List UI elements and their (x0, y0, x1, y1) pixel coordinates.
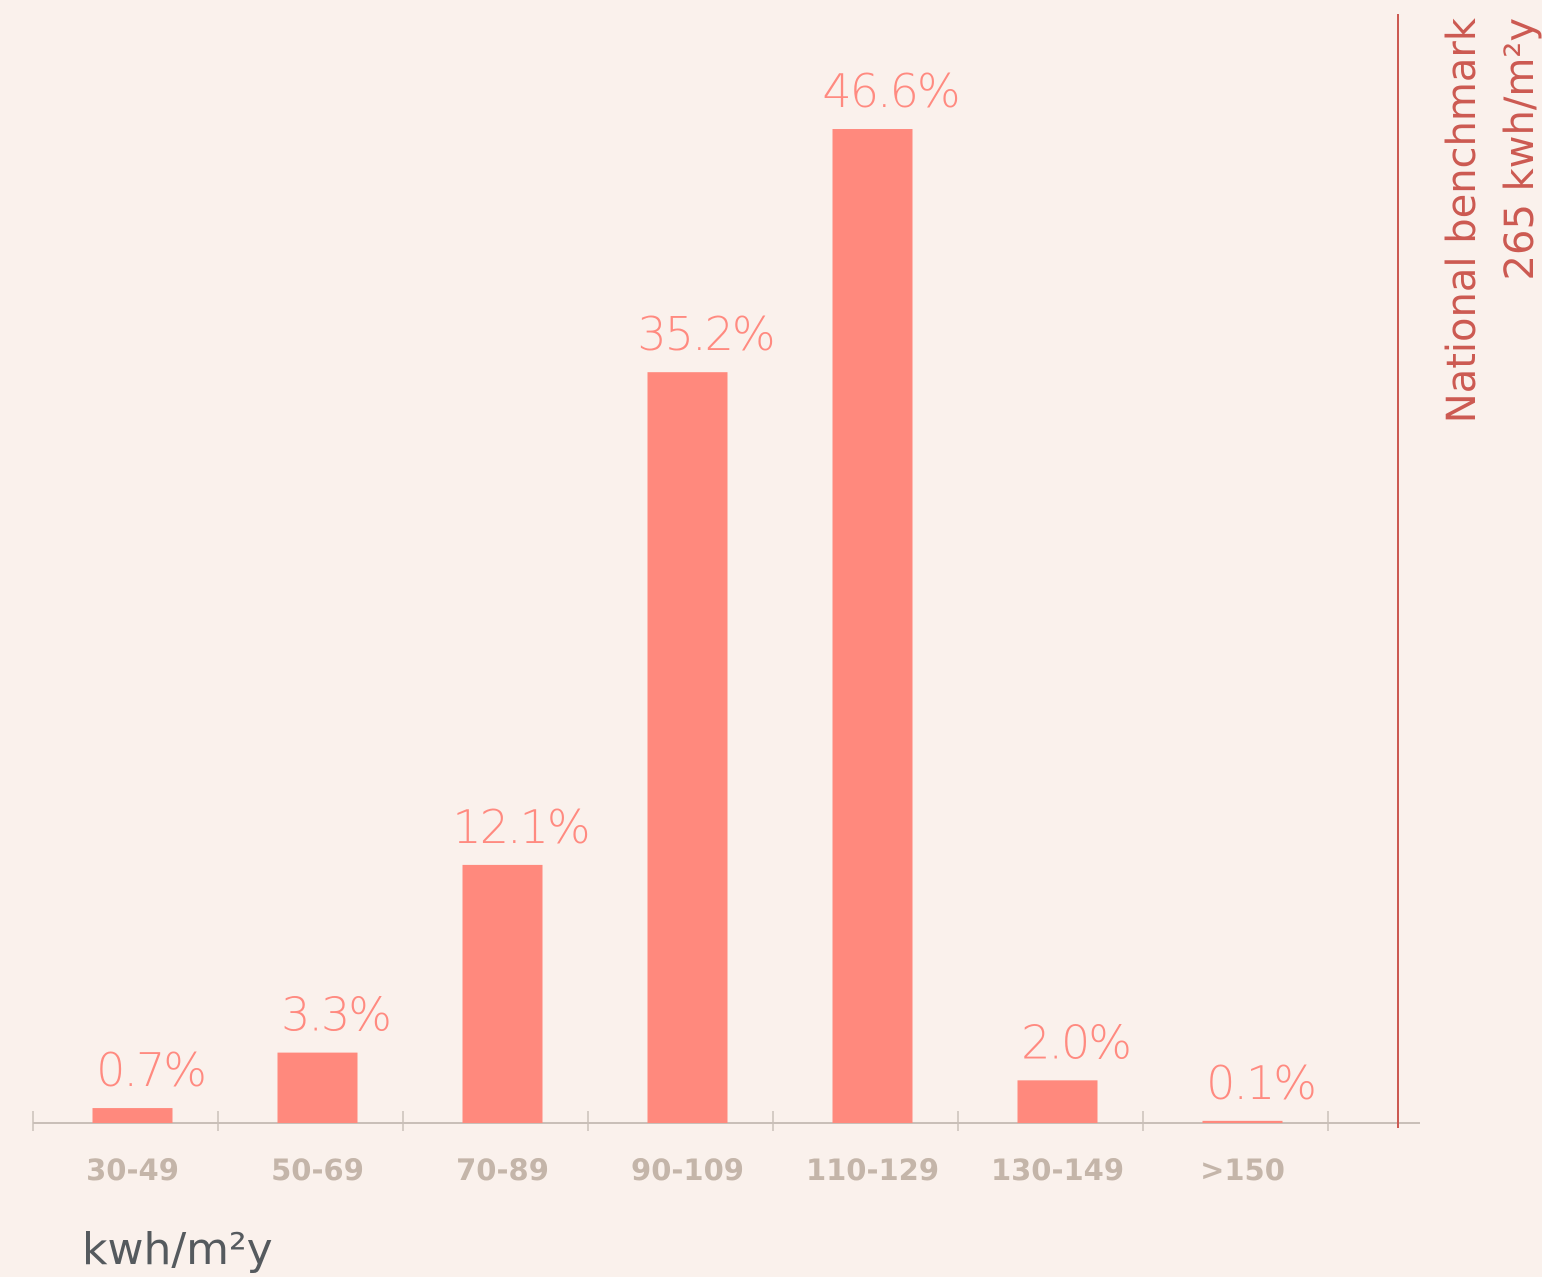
x-tick-label: 110-129 (806, 1153, 939, 1187)
x-tick-label: 130-149 (991, 1153, 1124, 1187)
x-axis-label: kwh/m²y (82, 1224, 273, 1275)
bar (277, 1052, 358, 1123)
annotation: National benchmark (1439, 17, 1485, 423)
value-label: 3.3% (281, 988, 390, 1042)
value-label: 35.2% (637, 307, 773, 361)
value-label: 46.6% (822, 64, 958, 118)
bar (462, 864, 543, 1123)
value-label: 0.1% (1206, 1056, 1315, 1110)
value-label: 2.0% (1021, 1015, 1130, 1069)
bar (92, 1108, 173, 1123)
value-label: 0.7% (96, 1043, 205, 1097)
x-tick-label: >150 (1200, 1153, 1285, 1187)
x-tick-label: 90-109 (631, 1153, 744, 1187)
x-tick-label: 30-49 (86, 1153, 179, 1187)
bar (832, 129, 913, 1124)
bar (647, 372, 728, 1124)
x-tick-label: 70-89 (456, 1153, 549, 1187)
bar (1017, 1080, 1098, 1123)
value-label: 12.1% (452, 800, 588, 854)
bar (1202, 1120, 1283, 1123)
x-tick-label: 50-69 (271, 1153, 364, 1187)
annotation: 265 kwh/m²y (1497, 18, 1542, 280)
